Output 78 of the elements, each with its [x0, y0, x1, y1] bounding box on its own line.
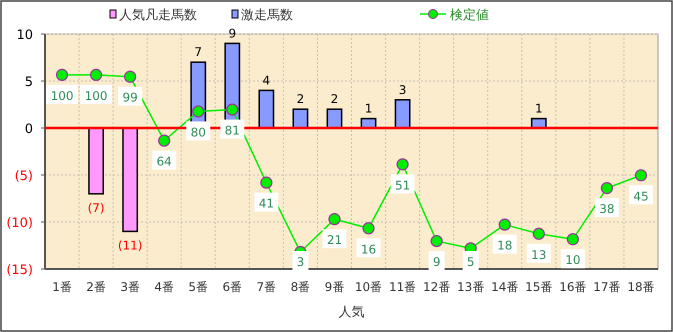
y-tick-label: (10) — [6, 216, 33, 231]
x-tick-label: 15番 — [525, 280, 552, 294]
data-label: 21 — [326, 233, 342, 248]
point — [192, 105, 204, 118]
data-label: 81 — [224, 124, 240, 138]
data-label: 38 — [599, 202, 615, 216]
point — [362, 222, 375, 234]
data-label: 99 — [122, 90, 138, 105]
legend-label: 検定値 — [450, 8, 489, 23]
x-tick-label: 6番 — [222, 280, 242, 294]
data-label: (7) — [88, 200, 105, 215]
data-label: 16 — [360, 242, 376, 256]
bar — [258, 90, 274, 129]
point — [430, 234, 443, 248]
data-label: 7 — [194, 45, 202, 60]
x-tick-label: 7番 — [256, 280, 276, 294]
point — [90, 68, 102, 81]
data-label: 64 — [156, 154, 172, 169]
x-tick-label: 12番 — [423, 280, 450, 294]
x-tick-label: 13番 — [457, 280, 484, 294]
data-label: 13 — [531, 248, 546, 262]
legend-label: 激走馬数 — [241, 8, 293, 23]
data-label: 100 — [50, 88, 74, 103]
point — [260, 176, 272, 189]
x-tick-label: 16番 — [559, 280, 586, 294]
point — [328, 213, 341, 226]
data-label: 41 — [258, 196, 274, 211]
x-tick-label: 18番 — [627, 280, 655, 294]
data-label: 1 — [364, 102, 372, 116]
data-label: 9 — [432, 255, 440, 269]
point — [634, 169, 648, 182]
point — [600, 182, 614, 194]
point — [566, 233, 579, 246]
data-label: 3 — [398, 82, 406, 97]
data-label: 45 — [633, 189, 649, 204]
data-label: 100 — [84, 88, 108, 103]
x-tick-label: 10番 — [354, 280, 382, 294]
x-tick-label: 8番 — [290, 280, 310, 294]
data-label: 2 — [296, 92, 304, 106]
x-tick-label: 14番 — [491, 280, 518, 294]
bar — [394, 99, 410, 129]
x-tick-label: 2番 — [86, 280, 106, 294]
data-label: (11) — [118, 238, 142, 252]
bar — [88, 127, 104, 195]
point — [396, 158, 409, 170]
x-tick-label: 5番 — [188, 280, 208, 294]
point — [498, 218, 511, 231]
legend-label: 人気凡走馬数 — [119, 8, 197, 23]
bar — [292, 108, 308, 129]
point — [532, 228, 545, 240]
x-tick-label: 17番 — [593, 280, 621, 294]
data-label: 5 — [466, 255, 475, 269]
x-tick-label: 11番 — [388, 280, 416, 294]
data-label: 1 — [534, 102, 543, 116]
point — [56, 68, 68, 81]
data-label: 18 — [497, 238, 512, 253]
point — [158, 134, 170, 147]
data-label: 80 — [190, 125, 206, 140]
y-tick-label: 0 — [24, 122, 33, 137]
data-label: 51 — [394, 178, 410, 192]
point — [226, 103, 238, 116]
x-axis-title: 人気 — [338, 305, 364, 320]
x-tick-label: 1番 — [52, 280, 72, 294]
data-label: 9 — [228, 26, 236, 40]
bar — [122, 127, 138, 232]
data-label: 3 — [296, 255, 304, 269]
x-tick-label: 4番 — [154, 280, 174, 294]
bar — [326, 108, 342, 129]
x-tick-label: 9番 — [324, 280, 344, 294]
data-label: 4 — [262, 73, 270, 88]
y-tick-label: 5 — [24, 75, 33, 90]
y-tick-label: (5) — [14, 169, 33, 184]
y-tick-label: 10 — [16, 28, 33, 43]
data-label: 2 — [330, 92, 338, 106]
y-tick-label: (15) — [6, 263, 33, 278]
data-label: 10 — [565, 253, 580, 268]
point — [124, 70, 136, 83]
x-tick-label: 3番 — [120, 280, 140, 294]
